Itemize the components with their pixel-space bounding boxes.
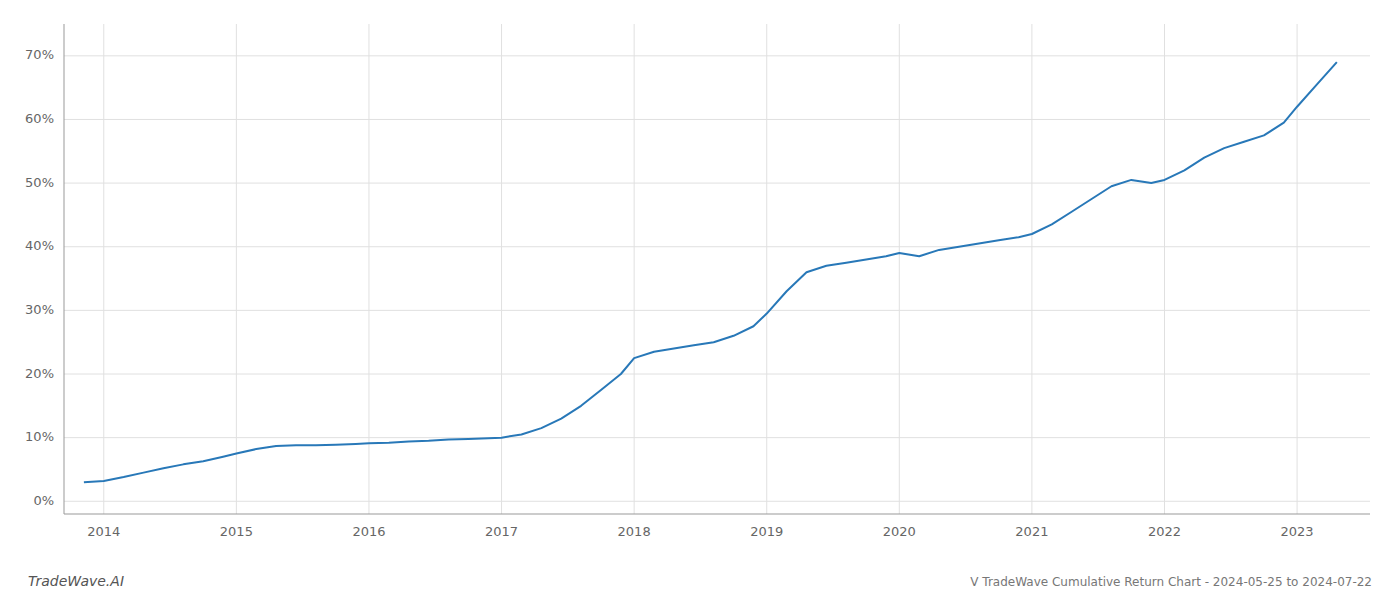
x-tick-label: 2023: [1281, 524, 1314, 539]
x-grid-line: [1031, 24, 1032, 514]
y-tick-label: 0%: [33, 493, 54, 508]
return-line: [84, 62, 1337, 482]
axes: 0% 10% 20% 30% 40% 50% 60% 70% 2014 2015 2016 2017 2…: [25, 24, 1370, 539]
footer-right: V TradeWave Cumulative Return Chart - 20…: [970, 575, 1372, 589]
y-tick-label: 20%: [25, 366, 54, 381]
x-grid-line: [368, 24, 369, 514]
x-grid-line: [1297, 24, 1298, 514]
x-tick-label: 2015: [220, 524, 253, 539]
x-axis-line: [64, 514, 1370, 515]
x-tick-label: 2014: [87, 524, 120, 539]
x-tick-label: 2017: [485, 524, 518, 539]
x-grid-line: [899, 24, 900, 514]
y-tick-label: 50%: [25, 175, 54, 190]
y-grid-line: [64, 119, 1370, 120]
plot-area: [84, 62, 1337, 482]
x-grid-line: [766, 24, 767, 514]
x-grid-line: [1164, 24, 1165, 514]
y-tick-label: 60%: [25, 111, 54, 126]
grid: [64, 24, 1370, 514]
y-grid-line: [64, 246, 1370, 247]
y-axis-line: [64, 24, 65, 514]
x-grid-line: [236, 24, 237, 514]
y-grid-line: [64, 310, 1370, 311]
x-tick-label: 2022: [1148, 524, 1181, 539]
y-grid-line: [64, 183, 1370, 184]
x-grid-line: [634, 24, 635, 514]
x-tick-label: 2021: [1015, 524, 1048, 539]
footer-left: TradeWave.AI: [28, 573, 124, 589]
y-grid-line: [64, 437, 1370, 438]
y-grid-line: [64, 374, 1370, 375]
x-tick-label: 2019: [750, 524, 783, 539]
y-grid-line: [64, 55, 1370, 56]
x-tick-label: 2016: [352, 524, 385, 539]
x-tick-label: 2018: [618, 524, 651, 539]
y-tick-label: 70%: [25, 47, 54, 62]
x-tick-label: 2020: [883, 524, 916, 539]
x-grid-line: [501, 24, 502, 514]
y-tick-label: 30%: [25, 302, 54, 317]
y-tick-label: 40%: [25, 238, 54, 253]
y-grid-line: [64, 501, 1370, 502]
chart: 0% 10% 20% 30% 40% 50% 60% 70% 2014 2015 2016 2017 2…: [0, 0, 1400, 600]
y-tick-label: 10%: [25, 429, 54, 444]
x-grid-line: [103, 24, 104, 514]
